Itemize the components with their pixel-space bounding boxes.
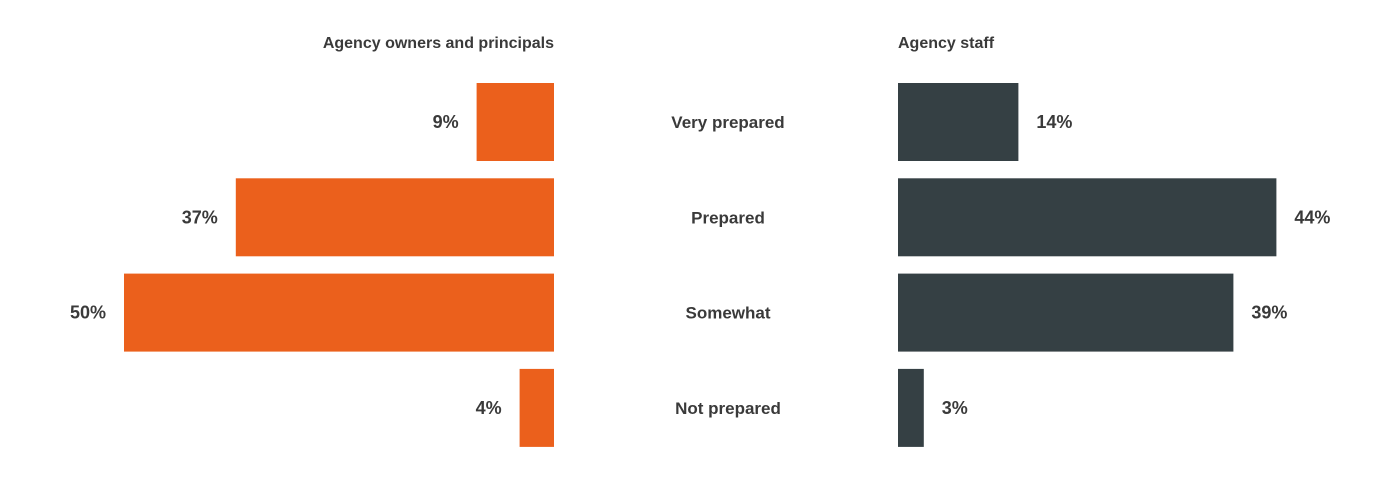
owners-bar-very-prepared <box>476 83 554 161</box>
staff-bar-very-prepared <box>898 83 1019 161</box>
staff-bar-somewhat <box>898 273 1234 352</box>
left-bars-group <box>124 83 555 447</box>
staff-bar-not-prepared <box>898 368 924 447</box>
staff-value-label-prepared: 44% <box>1294 207 1330 227</box>
owners-bar-not-prepared <box>519 368 554 447</box>
owners-bar-somewhat <box>124 273 554 352</box>
right-value-labels-group: 14% 44% 39% 3% <box>942 112 1331 418</box>
right-series-title: Agency staff <box>898 35 995 52</box>
staff-value-label-very-prepared: 14% <box>1036 112 1072 132</box>
left-value-labels-group: 9% 37% 50% 4% <box>70 112 502 418</box>
owners-value-label-prepared: 37% <box>182 207 218 227</box>
staff-value-label-not-prepared: 3% <box>942 398 968 418</box>
staff-bar-prepared <box>898 178 1277 257</box>
category-label-somewhat: Somewhat <box>685 304 770 323</box>
left-series-title: Agency owners and principals <box>323 35 554 52</box>
category-labels-group: Very prepared Prepared Somewhat Not prepare… <box>671 113 784 418</box>
owners-value-label-very-prepared: 9% <box>433 112 459 132</box>
right-bars-group <box>898 83 1277 447</box>
owners-value-label-not-prepared: 4% <box>476 398 502 418</box>
owners-value-label-somewhat: 50% <box>70 303 106 323</box>
category-label-very-prepared: Very prepared <box>671 113 784 132</box>
staff-value-label-somewhat: 39% <box>1251 303 1287 323</box>
category-label-prepared: Prepared <box>691 208 765 227</box>
category-label-not-prepared: Not prepared <box>675 399 781 418</box>
owners-bar-prepared <box>235 178 555 257</box>
